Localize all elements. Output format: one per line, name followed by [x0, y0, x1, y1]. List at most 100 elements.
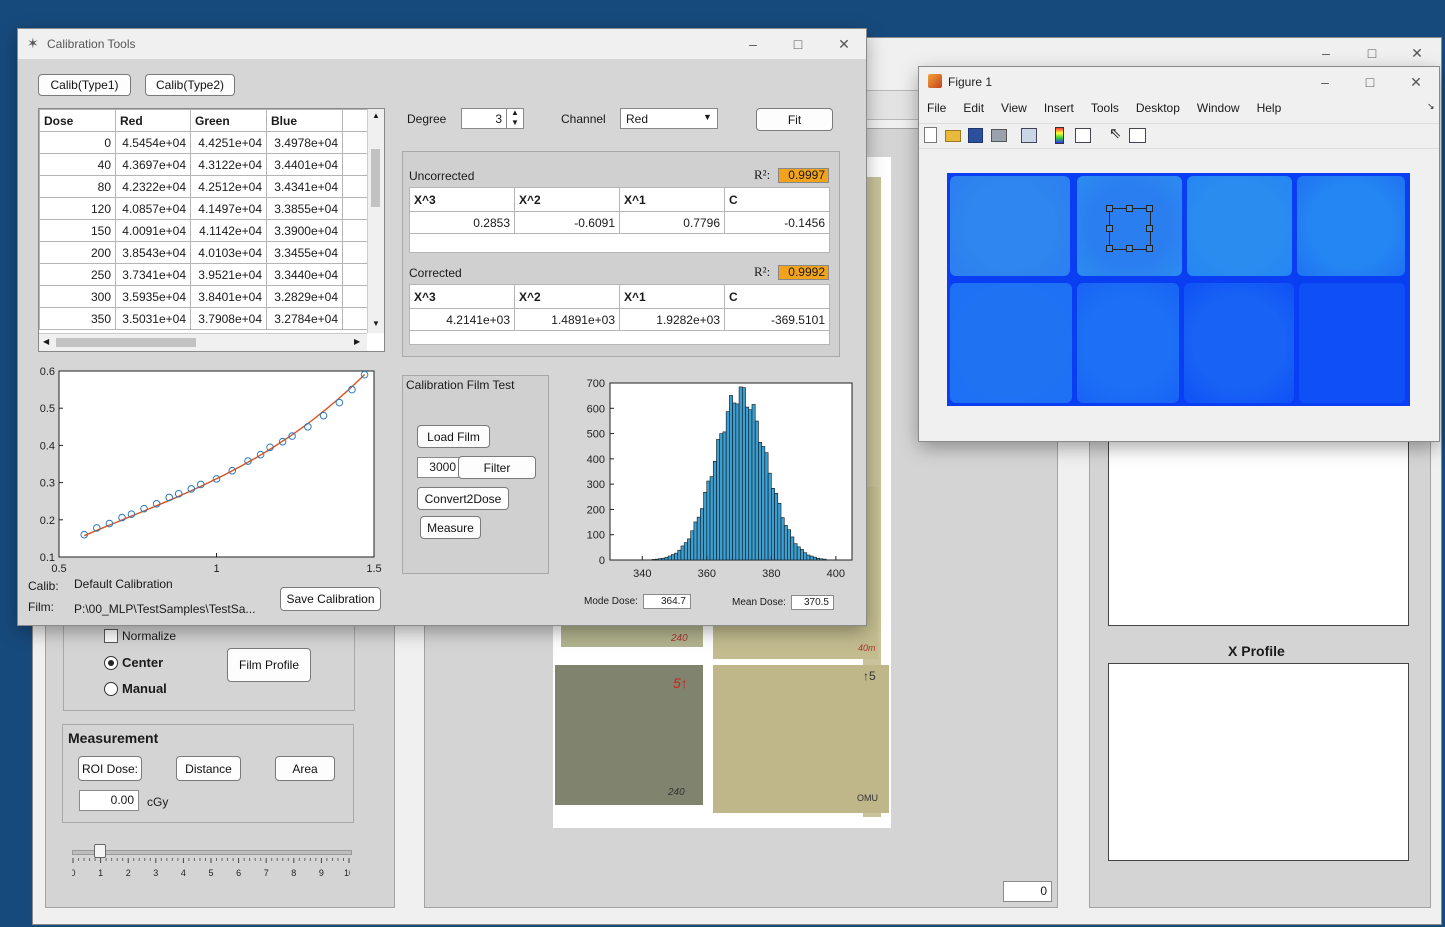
- load-film-button[interactable]: Load Film: [417, 425, 490, 448]
- normalize-checkbox[interactable]: [104, 629, 118, 643]
- table-cell[interactable]: 80: [39, 175, 116, 198]
- table-cell[interactable]: 4.3122e+04: [190, 153, 267, 176]
- roi-dose-value-field[interactable]: 0.00: [79, 790, 139, 811]
- frame-index-field[interactable]: 0: [1003, 881, 1052, 902]
- calibration-table[interactable]: Dose Red Green Blue 0 4.5454e+04 4.4251e+04 3.…: [38, 108, 385, 352]
- table-cell[interactable]: 3.8401e+04: [190, 285, 267, 308]
- property-editor-icon[interactable]: [1129, 128, 1146, 143]
- table-row[interactable]: 300 3.5935e+04 3.8401e+04 3.2829e+04: [39, 285, 368, 308]
- distance-button[interactable]: Distance: [176, 756, 241, 781]
- uncorrected-coeff-table[interactable]: X^3 X^2 X^1 C 0.2853 -0.6091 0.7796 -0.1456: [409, 187, 830, 253]
- table-cell[interactable]: 3.4341e+04: [266, 175, 343, 198]
- menubar-dock-icon[interactable]: ↘: [1427, 101, 1435, 111]
- area-button[interactable]: Area: [275, 756, 335, 781]
- main-minimize-icon[interactable]: –: [1322, 45, 1330, 61]
- table-cell[interactable]: 4.0857e+04: [115, 197, 191, 220]
- center-radio[interactable]: [104, 656, 118, 670]
- channel-dropdown[interactable]: Red ▼: [620, 108, 718, 129]
- figure-close-icon[interactable]: ✕: [1410, 74, 1422, 90]
- scroll-thumb[interactable]: [371, 149, 380, 207]
- roi-handle[interactable]: [1106, 225, 1113, 232]
- menu-item-file[interactable]: File: [927, 101, 947, 115]
- print-icon[interactable]: [991, 129, 1007, 142]
- save-icon[interactable]: [968, 128, 983, 143]
- table-cell[interactable]: 3.3440e+04: [266, 263, 343, 286]
- table-horizontal-scrollbar[interactable]: ◀ ▶: [39, 333, 367, 351]
- scroll-down-icon[interactable]: ▼: [372, 319, 380, 328]
- table-cell[interactable]: 3.2784e+04: [266, 307, 343, 330]
- manual-radio[interactable]: [104, 682, 118, 696]
- table-cell[interactable]: 200: [39, 241, 116, 264]
- save-calibration-button[interactable]: Save Calibration: [280, 587, 381, 611]
- film-profile-button[interactable]: Film Profile: [227, 648, 311, 682]
- menu-item-insert[interactable]: Insert: [1043, 101, 1074, 115]
- roi-handle[interactable]: [1146, 245, 1153, 252]
- menu-item-desktop[interactable]: Desktop: [1135, 101, 1180, 115]
- table-cell[interactable]: 3.7341e+04: [115, 263, 191, 286]
- open-icon[interactable]: [945, 130, 961, 142]
- menu-item-tools[interactable]: Tools: [1090, 101, 1119, 115]
- table-vertical-scrollbar[interactable]: ▲ ▼: [367, 109, 384, 333]
- table-cell[interactable]: 40: [39, 153, 116, 176]
- roi-handle[interactable]: [1146, 225, 1153, 232]
- spinner-buttons[interactable]: ▲ ▼: [506, 108, 524, 128]
- roi-handle[interactable]: [1106, 245, 1113, 252]
- coeff-value-cell[interactable]: -369.5101: [724, 308, 830, 331]
- table-cell[interactable]: 250: [39, 263, 116, 286]
- table-cell[interactable]: 4.2512e+04: [190, 175, 267, 198]
- new-icon[interactable]: [924, 127, 937, 143]
- legend-icon[interactable]: [1075, 128, 1091, 143]
- figure-minimize-icon[interactable]: –: [1321, 74, 1329, 90]
- roi-selection[interactable]: [1106, 205, 1153, 252]
- table-cell[interactable]: 3.5031e+04: [115, 307, 191, 330]
- convert2dose-button[interactable]: Convert2Dose: [417, 487, 509, 510]
- menu-item-edit[interactable]: Edit: [963, 101, 985, 115]
- table-cell[interactable]: 4.3697e+04: [115, 153, 191, 176]
- menu-item-view[interactable]: View: [1001, 101, 1027, 115]
- calib-type1-button[interactable]: Calib(Type1): [38, 74, 131, 96]
- table-row[interactable]: 120 4.0857e+04 4.1497e+04 3.3855e+04: [39, 197, 368, 220]
- table-cell[interactable]: 3.2829e+04: [266, 285, 343, 308]
- roi-handle[interactable]: [1126, 205, 1133, 212]
- filter-button[interactable]: Filter: [458, 456, 536, 479]
- roi-handle[interactable]: [1146, 205, 1153, 212]
- table-row[interactable]: 250 3.7341e+04 3.9521e+04 3.3440e+04: [39, 263, 368, 286]
- table-cell[interactable]: 3.3455e+04: [266, 241, 343, 264]
- table-cell[interactable]: 3.3900e+04: [266, 219, 343, 242]
- table-cell[interactable]: 120: [39, 197, 116, 220]
- measure-button[interactable]: Measure: [420, 516, 481, 539]
- table-cell[interactable]: 3.4401e+04: [266, 153, 343, 176]
- zoom-slider[interactable]: 0 1 2 3 4 5 6 7 8 9 10: [72, 844, 352, 882]
- coeff-value-cell[interactable]: 1.9282e+03: [619, 308, 725, 331]
- figure-maximize-icon[interactable]: □: [1365, 74, 1375, 90]
- calib-minimize-icon[interactable]: –: [749, 36, 757, 52]
- table-row[interactable]: 150 4.0091e+04 4.1142e+04 3.3900e+04: [39, 219, 368, 242]
- table-cell[interactable]: 150: [39, 219, 116, 242]
- table-cell[interactable]: 4.4251e+04: [190, 131, 267, 154]
- table-cell[interactable]: 4.0091e+04: [115, 219, 191, 242]
- fit-button[interactable]: Fit: [756, 108, 833, 131]
- table-cell[interactable]: 4.5454e+04: [115, 131, 191, 154]
- table-row[interactable]: 350 3.5031e+04 3.7908e+04 3.2784e+04: [39, 307, 368, 330]
- filter-size-field[interactable]: 3000: [417, 457, 461, 478]
- table-cell[interactable]: 4.1142e+04: [190, 219, 267, 242]
- table-cell[interactable]: 4.2322e+04: [115, 175, 191, 198]
- table-cell[interactable]: 4.0103e+04: [190, 241, 267, 264]
- calib-maximize-icon[interactable]: □: [793, 36, 803, 52]
- table-cell[interactable]: 3.3855e+04: [266, 197, 343, 220]
- table-cell[interactable]: 4.1497e+04: [190, 197, 267, 220]
- table-cell[interactable]: 3.5935e+04: [115, 285, 191, 308]
- coeff-value-cell[interactable]: 1.4891e+03: [514, 308, 620, 331]
- table-row[interactable]: 0 4.5454e+04 4.4251e+04 3.4978e+04: [39, 131, 368, 154]
- table-cell[interactable]: 3.8543e+04: [115, 241, 191, 264]
- roi-dose-button[interactable]: ROI Dose:: [78, 756, 142, 781]
- spin-down-icon[interactable]: ▼: [511, 118, 519, 127]
- pointer-icon[interactable]: ⇖: [1109, 125, 1122, 142]
- menu-item-help[interactable]: Help: [1256, 101, 1282, 115]
- spin-up-icon[interactable]: ▲: [511, 108, 519, 117]
- calib-close-icon[interactable]: ✕: [838, 36, 850, 52]
- hscroll-thumb[interactable]: [56, 338, 196, 347]
- main-maximize-icon[interactable]: □: [1367, 45, 1377, 61]
- degree-spinner[interactable]: 3 ▲ ▼: [461, 108, 524, 129]
- calib-type2-button[interactable]: Calib(Type2): [145, 74, 235, 96]
